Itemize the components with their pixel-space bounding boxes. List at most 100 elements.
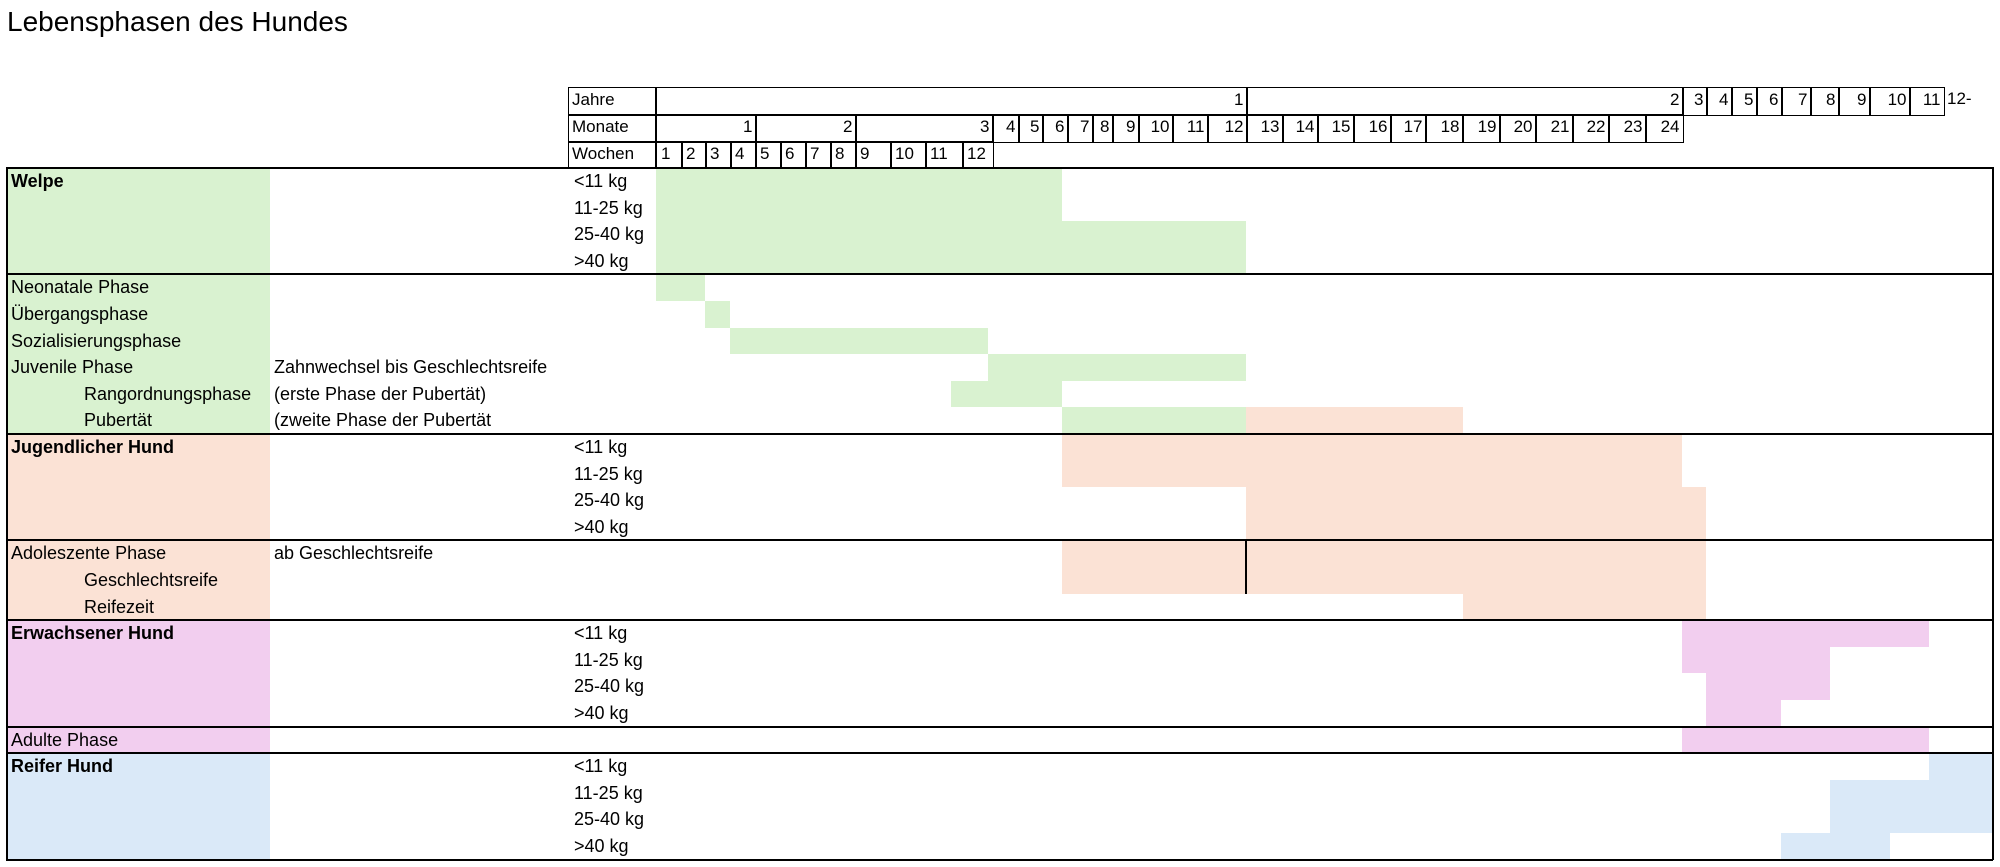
phase-note: (erste Phase der Pubertät) [274,383,487,404]
timeline-bar [1682,646,1830,674]
month-cell: 9 [1112,114,1140,143]
year-cell: 7 [1781,87,1812,116]
month-cell: 1 [656,114,757,143]
phase-note: Zahnwechsel bis Geschlechtsreife [274,357,548,378]
week-cell: 4 [730,141,757,169]
weight-class-label: 25-40 kg [574,676,645,697]
week-cell: 5 [755,141,782,169]
phase-note: (zweite Phase der Pubertät [274,410,492,431]
timeline-bar [7,168,270,434]
year-cell: 12- [1947,89,1972,108]
week-cell: 2 [681,141,707,169]
year-cell: 11 [1909,87,1945,116]
row-border [6,619,1993,622]
week-cell: 12 [962,141,994,169]
weight-class-label: >40 kg [574,836,629,856]
timeline-bar [1890,833,1993,860]
year-cell: 5 [1731,87,1758,116]
phase-note: ab Geschlechtsreife [274,543,434,564]
month-cell: 15 [1317,114,1355,143]
timeline-bar [1246,487,1706,541]
weight-class-label: >40 kg [574,703,629,723]
row-border [6,725,1993,728]
year-cell: 4 [1706,87,1733,116]
month-cell: 11 [1172,114,1209,143]
year-cell: 8 [1810,87,1840,116]
month-cell: 6 [1042,114,1069,143]
phase-label: Adulte Phase [11,729,119,750]
header-label-wochen: Wochen [568,141,656,169]
weight-class-label: 11-25 kg [574,649,643,670]
timeline-bar [7,620,270,754]
timeline-bar [1246,407,1463,434]
week-cell: 1 [656,141,683,169]
table-border-left [6,167,8,860]
weight-class-label: <11 kg [574,171,628,191]
weight-class-label: 11-25 kg [574,463,643,484]
month-cell: 12 [1207,114,1248,143]
phase-label: Juvenile Phase [11,357,134,378]
timeline-bar [1062,540,1706,567]
year-cell: 6 [1756,87,1783,116]
weight-class-label: >40 kg [574,250,629,271]
timeline-bar [1062,407,1246,434]
week-cell: 7 [805,141,832,169]
month-cell: 16 [1353,114,1392,143]
year-cell: 10 [1869,87,1911,116]
month-cell: 10 [1138,114,1174,143]
timeline-bar [1929,753,1993,780]
year-cell: 3 [1682,87,1708,116]
timeline-bar [1830,779,1993,833]
row-border [6,167,1993,169]
month-cell: 18 [1425,114,1464,143]
year-cell: 9 [1838,87,1871,116]
phase-label: Neonatale Phase [11,277,150,298]
phase-label: Sozialisierungsphase [11,330,182,351]
phase-label: Adoleszente Phase [11,543,167,564]
timeline-bar [1062,567,1246,594]
timeline-bar [1062,434,1682,488]
phase-label: Geschlechtsreife [84,570,219,590]
month-cell: 13 [1246,114,1284,143]
month-cell: 24 [1645,114,1684,143]
timeline-bar [7,753,270,860]
timeline-bar [1706,700,1781,727]
timeline-bar [1463,593,1706,621]
weight-class-label: >40 kg [574,516,629,537]
weight-class-label: <11 kg [574,756,628,777]
year-cell: 2 [1246,87,1684,116]
timeline-bar [1246,567,1706,594]
weight-class-label: 11-25 kg [574,782,643,803]
timeline-bar [730,327,988,355]
timeline-bar [1682,620,1929,647]
group-label: Welpe [11,171,64,191]
month-cell: 17 [1390,114,1427,143]
week-cell: 3 [705,141,732,169]
timeline-bar [7,434,270,621]
week-cell: 9 [855,141,892,169]
row-border [6,433,1993,435]
weight-class-label: 25-40 kg [574,224,645,245]
month-cell: 19 [1462,114,1501,143]
header-label-jahre: Jahre [568,87,656,116]
timeline-bar [951,380,1062,408]
header-label-monate: Monate [568,114,656,143]
year-cell: 1 [656,87,1248,116]
week-cell: 11 [925,141,964,169]
timeline-bar [656,274,705,301]
month-cell: 20 [1499,114,1537,143]
timeline-bar [656,168,1062,222]
table-border-right [1992,167,1994,860]
group-label: Reifer Hund [11,756,114,777]
weight-class-label: 11-25 kg [574,197,643,218]
group-label: Jugendlicher Hund [11,437,175,457]
month-cell: 22 [1572,114,1610,143]
month-cell: 2 [755,114,857,143]
timeline-bar [656,221,1246,275]
month-cell: 14 [1282,114,1319,143]
row-border [6,273,1993,276]
phase-label: Reifezeit [84,596,155,617]
weight-class-label: <11 kg [574,437,628,457]
timeline-bar [988,354,1246,381]
